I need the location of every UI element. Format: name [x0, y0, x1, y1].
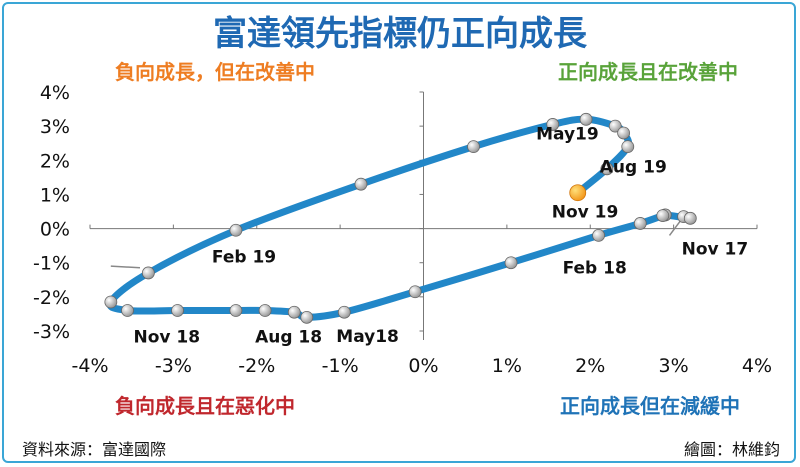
quadrant-label-bottom-left: 負向成長且在惡化中 — [115, 394, 295, 418]
y-tick-label: 3% — [40, 116, 70, 138]
y-tick-label: 4% — [40, 82, 70, 104]
point-label: Nov 19 — [552, 203, 619, 223]
x-tick-label: -2% — [238, 355, 275, 377]
point-label: May19 — [536, 124, 599, 144]
x-tick-label: 3% — [659, 355, 689, 377]
chart-title: 富達領先指標仍正向成長 — [213, 14, 588, 54]
y-tick-label: 2% — [40, 150, 70, 172]
y-tick-label: -3% — [33, 321, 70, 343]
data-point — [229, 223, 243, 237]
data-point — [467, 140, 480, 154]
point-label: Aug 18 — [255, 328, 322, 348]
current-point — [569, 184, 587, 202]
x-tick-label: 4% — [742, 355, 772, 377]
data-point — [141, 266, 155, 280]
data-point — [287, 305, 301, 319]
point-label: Nov 18 — [134, 328, 201, 348]
point-label: Nov 17 — [682, 240, 749, 260]
axes — [89, 91, 758, 340]
data-point — [104, 295, 118, 309]
quadrant-label-top-right: 正向成長且在改善中 — [558, 60, 738, 84]
point-labels: Nov 17 Feb 18 May18 Aug 18 Nov 18 Feb 19 May19… — [134, 124, 749, 347]
data-point — [592, 228, 605, 242]
data-point — [300, 310, 314, 324]
data-point — [656, 209, 670, 222]
data-point — [608, 119, 622, 133]
quadrant-label-top-left: 負向成長，但在改善中 — [115, 60, 315, 84]
point-label: Aug 19 — [600, 158, 667, 178]
point-label: May18 — [336, 327, 399, 347]
data-point — [408, 285, 422, 299]
data-point — [579, 112, 593, 126]
series-line — [106, 115, 695, 321]
data-point — [633, 217, 647, 230]
plot-area — [104, 112, 697, 324]
data-point — [354, 177, 368, 191]
y-tick-label: 1% — [40, 184, 70, 206]
source-note: 資料來源：富達國際 — [22, 440, 166, 459]
credit-note: 繪圖：林維鈞 — [684, 440, 780, 459]
y-tick-label: 0% — [40, 219, 70, 241]
y-tick-label: -1% — [33, 253, 70, 275]
data-point — [337, 305, 351, 319]
chart-frame — [2, 2, 796, 463]
quadrant-label-bottom-right: 正向成長但在減緩中 — [560, 394, 740, 418]
x-tick-label: -1% — [322, 355, 359, 377]
data-point — [121, 304, 134, 317]
x-tick-label: 1% — [492, 355, 522, 377]
x-tick-label: 0% — [408, 355, 438, 377]
data-point — [504, 256, 518, 270]
data-point — [600, 162, 614, 176]
data-point — [617, 126, 630, 140]
x-tick-label: 2% — [575, 355, 605, 377]
data-point — [229, 304, 243, 317]
data-point — [258, 304, 272, 317]
data-point — [683, 211, 697, 225]
tick-labels: -4% -3% -2% -1% 0% 1% 2% 3% 4%4%3%2%1%0%-1%-2%-3… — [33, 82, 772, 377]
data-point — [546, 118, 560, 131]
tail-line — [110, 265, 141, 269]
x-tick-label: -3% — [155, 355, 192, 377]
point-label: Feb 19 — [212, 247, 276, 267]
data-point — [621, 140, 635, 154]
x-tick-label: -4% — [72, 355, 109, 377]
data-point — [171, 304, 184, 317]
y-tick-label: -2% — [33, 287, 70, 309]
point-label: Feb 18 — [563, 258, 627, 278]
